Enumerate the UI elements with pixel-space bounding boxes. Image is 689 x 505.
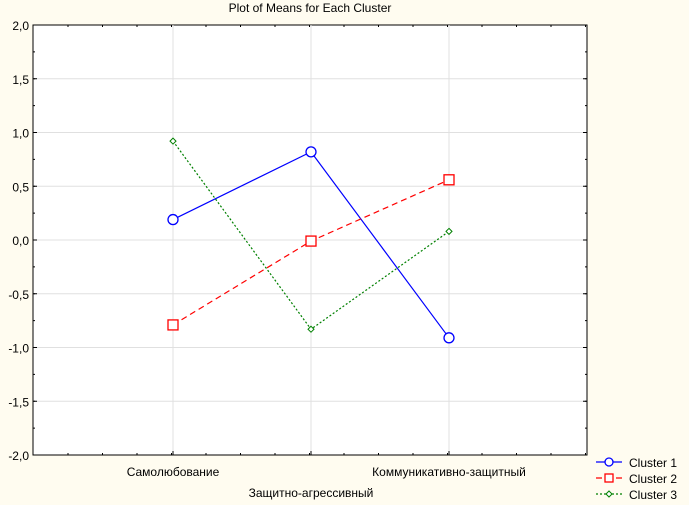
circle-marker xyxy=(305,146,317,158)
legend-label: Cluster 3 xyxy=(629,488,677,502)
legend-label: Cluster 2 xyxy=(629,472,677,486)
diamond-marker xyxy=(169,137,177,145)
diamond-marker xyxy=(605,490,613,498)
y-tick-label: 0,0 xyxy=(12,234,29,248)
legend-label: Cluster 1 xyxy=(629,456,677,470)
y-tick-label: 1,0 xyxy=(12,127,29,141)
x-tick-label: Защитно-агрессивный xyxy=(249,486,374,500)
square-marker xyxy=(305,235,317,247)
chart-title: Plot of Means for Each Cluster xyxy=(229,1,392,15)
diamond-marker xyxy=(307,325,315,333)
square-marker xyxy=(443,174,455,186)
legend-item: Cluster 1 xyxy=(596,456,677,470)
y-tick-label: 1,5 xyxy=(12,73,29,87)
circle-marker xyxy=(604,457,614,467)
circle-marker xyxy=(443,332,455,344)
x-tick-label: Коммуникативно-защитный xyxy=(372,465,526,479)
diamond-marker xyxy=(445,227,453,236)
y-tick-label: -0,5 xyxy=(8,288,29,302)
circle-marker xyxy=(167,213,179,226)
y-tick-label: -1,5 xyxy=(8,395,29,409)
y-tick-label: -1,0 xyxy=(8,342,29,356)
series-2 xyxy=(167,174,455,331)
square-marker xyxy=(167,319,179,331)
y-tick-label: -2,0 xyxy=(8,449,29,463)
x-tick-label: Самолюбование xyxy=(127,465,220,479)
y-tick-label: 0,5 xyxy=(12,180,29,194)
y-tick-label: 2,0 xyxy=(12,19,29,33)
legend-item: Cluster 3 xyxy=(596,488,677,502)
legend-item: Cluster 2 xyxy=(596,472,677,486)
series-1 xyxy=(167,146,455,344)
series-3 xyxy=(169,137,453,333)
square-marker xyxy=(604,473,614,483)
